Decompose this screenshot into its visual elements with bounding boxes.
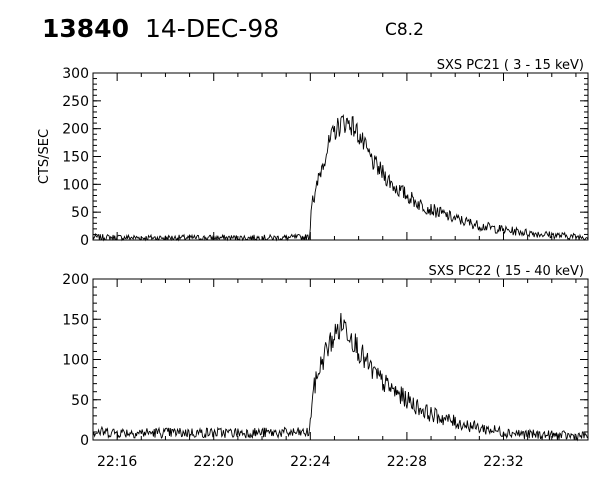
event-date: 14-DEC-98 <box>145 14 280 43</box>
panel-pc21: 0 50 100 150 200 250 300 SXS PC21 ( 3 - 15 keV)… <box>37 58 589 249</box>
event-id: 13840 <box>42 14 129 43</box>
x-tick-label: 22:32 <box>483 454 523 470</box>
y-axis-label: CTS/SEC <box>37 129 52 184</box>
y-tick-label: 150 <box>62 312 89 328</box>
y-tick-label: 50 <box>71 205 89 221</box>
y-tick-label: 250 <box>62 94 89 110</box>
x-tick-label: 22:24 <box>290 454 330 470</box>
y-tick-label: 200 <box>62 272 89 288</box>
y-tick-label: 50 <box>71 393 89 409</box>
series-line <box>92 114 589 242</box>
y-tick-label: 100 <box>62 353 89 369</box>
plot-frame <box>92 278 589 441</box>
y-tick-label: 100 <box>62 177 89 193</box>
x-tick-label: 22:20 <box>194 454 234 470</box>
y-tick-label: 150 <box>62 150 89 166</box>
panel-title: SXS PC21 ( 3 - 15 keV) <box>437 58 584 73</box>
panel-pc22: 0 50 100 150 200 22:16 22:20 22:24 22:28 22:32 SXS… <box>62 264 589 470</box>
x-tick-label: 22:28 <box>387 454 427 470</box>
series-line <box>92 312 589 442</box>
y-tick-label: 0 <box>80 433 89 449</box>
y-tick-label: 200 <box>62 122 89 138</box>
flare-class: C8.2 <box>385 20 424 40</box>
x-tick-label: 22:16 <box>97 454 137 470</box>
plot-frame <box>92 72 589 241</box>
panel-title: SXS PC22 ( 15 - 40 keV) <box>428 264 584 279</box>
y-tick-label: 0 <box>80 233 89 249</box>
y-tick-label: 300 <box>62 66 89 82</box>
